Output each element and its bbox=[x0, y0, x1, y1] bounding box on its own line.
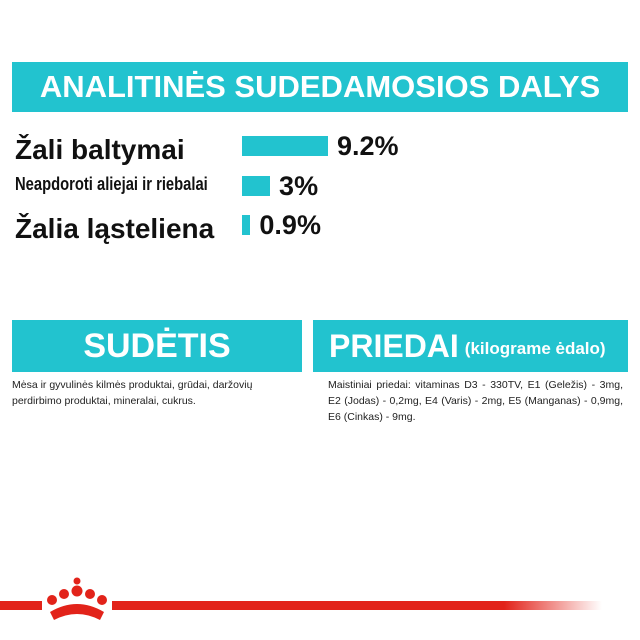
additives-subtitle: (kilograme ėdalo) bbox=[464, 339, 606, 358]
crown bbox=[47, 577, 107, 620]
value-label: 3% bbox=[279, 171, 319, 201]
value-label: 0.9% bbox=[259, 210, 321, 240]
footer-line bbox=[112, 601, 602, 610]
bar bbox=[242, 136, 329, 156]
row-label: Žali baltymai bbox=[15, 134, 185, 165]
bar bbox=[242, 176, 271, 196]
title: ANALITINĖS SUDEDAMOSIOS DALYS bbox=[39, 69, 601, 104]
additives-text: Maistiniai priedai: vitaminas D3 - 330TV… bbox=[328, 379, 623, 423]
row-label: Neapdoroti aliejai ir riebalai bbox=[15, 174, 208, 194]
footer-line bbox=[0, 601, 42, 610]
title-banner: ANALITINĖS SUDEDAMOSIOS DALYS bbox=[12, 62, 628, 112]
bar bbox=[242, 215, 251, 235]
row-label: Žalia ląsteliena bbox=[15, 213, 215, 244]
additives-banner: PRIEDAI (kilograme ėdalo) bbox=[313, 320, 628, 372]
composition-title: SUDĖTIS bbox=[83, 326, 231, 365]
value-label: 9.2% bbox=[337, 131, 399, 161]
additives-title: PRIEDAI bbox=[329, 327, 459, 364]
composition-banner: SUDĖTIS bbox=[12, 320, 302, 372]
composition-text: Mėsa ir gyvulinės kilmės produktai, grūd… bbox=[12, 379, 253, 407]
